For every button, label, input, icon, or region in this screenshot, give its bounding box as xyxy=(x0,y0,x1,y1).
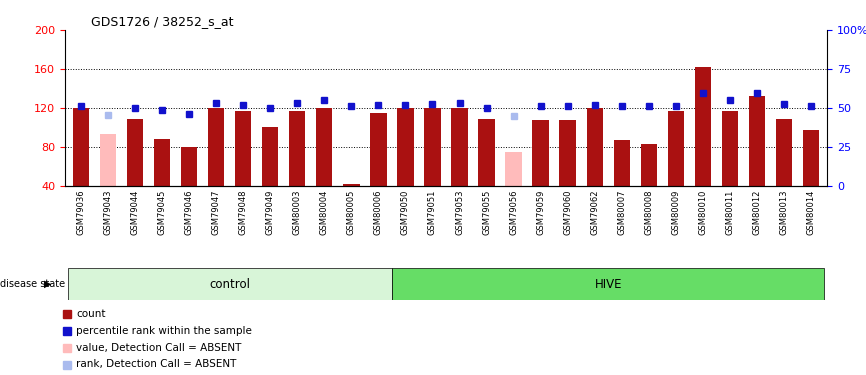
Bar xyxy=(478,120,494,186)
Text: GSM80011: GSM80011 xyxy=(725,190,734,235)
Bar xyxy=(343,184,359,186)
Text: GSM79050: GSM79050 xyxy=(401,190,410,235)
Bar xyxy=(749,96,765,186)
Bar xyxy=(803,130,819,186)
Text: GSM80009: GSM80009 xyxy=(671,190,680,235)
Bar xyxy=(236,111,251,186)
Bar xyxy=(533,120,549,186)
Bar xyxy=(668,111,684,186)
Text: GSM80012: GSM80012 xyxy=(753,190,761,235)
Bar xyxy=(695,67,711,186)
Bar xyxy=(154,139,171,186)
Text: GSM80006: GSM80006 xyxy=(374,190,383,235)
Bar xyxy=(559,120,576,186)
Bar xyxy=(776,120,792,186)
Text: control: control xyxy=(210,278,250,291)
Text: GSM79053: GSM79053 xyxy=(455,190,464,235)
Bar xyxy=(586,108,603,186)
Text: GSM79047: GSM79047 xyxy=(212,190,221,235)
Text: rank, Detection Call = ABSENT: rank, Detection Call = ABSENT xyxy=(76,360,236,369)
Text: GSM80003: GSM80003 xyxy=(293,190,302,235)
Text: count: count xyxy=(76,309,106,319)
Text: GSM79046: GSM79046 xyxy=(184,190,194,235)
Bar xyxy=(316,108,333,186)
Text: GSM79060: GSM79060 xyxy=(563,190,572,235)
Text: GSM79062: GSM79062 xyxy=(590,190,599,235)
Bar xyxy=(451,108,468,186)
Bar xyxy=(73,108,89,186)
Text: GSM79048: GSM79048 xyxy=(239,190,248,235)
Text: GSM79055: GSM79055 xyxy=(482,190,491,235)
Bar xyxy=(721,111,738,186)
Text: HIVE: HIVE xyxy=(594,278,622,291)
Text: GSM80008: GSM80008 xyxy=(644,190,653,235)
Text: value, Detection Call = ABSENT: value, Detection Call = ABSENT xyxy=(76,343,242,352)
Bar xyxy=(127,120,143,186)
Text: GSM80013: GSM80013 xyxy=(779,190,788,235)
Bar xyxy=(613,140,630,186)
Text: GSM80005: GSM80005 xyxy=(347,190,356,235)
Bar xyxy=(506,152,521,186)
Text: ▶: ▶ xyxy=(44,279,52,289)
Text: GSM79049: GSM79049 xyxy=(266,190,275,235)
Text: GSM79056: GSM79056 xyxy=(509,190,518,235)
Bar xyxy=(371,112,386,186)
Text: GSM79045: GSM79045 xyxy=(158,190,167,235)
Bar xyxy=(397,108,414,186)
Bar xyxy=(424,108,441,186)
Text: GSM80014: GSM80014 xyxy=(806,190,815,235)
Text: GSM80010: GSM80010 xyxy=(698,190,708,235)
Bar xyxy=(68,268,392,300)
Bar xyxy=(392,268,824,300)
Bar xyxy=(181,147,197,186)
Text: GSM79043: GSM79043 xyxy=(104,190,113,235)
Bar xyxy=(289,111,306,186)
Text: GSM79051: GSM79051 xyxy=(428,190,437,235)
Text: GSM79036: GSM79036 xyxy=(77,190,86,236)
Text: GSM80004: GSM80004 xyxy=(320,190,329,235)
Text: GSM79044: GSM79044 xyxy=(131,190,139,235)
Text: GSM79059: GSM79059 xyxy=(536,190,545,235)
Bar xyxy=(208,108,224,186)
Text: disease state: disease state xyxy=(0,279,65,289)
Bar xyxy=(262,127,279,186)
Text: GDS1726 / 38252_s_at: GDS1726 / 38252_s_at xyxy=(91,15,234,28)
Bar xyxy=(100,134,116,186)
Bar xyxy=(641,144,656,186)
Text: percentile rank within the sample: percentile rank within the sample xyxy=(76,326,252,336)
Text: GSM80007: GSM80007 xyxy=(617,190,626,235)
